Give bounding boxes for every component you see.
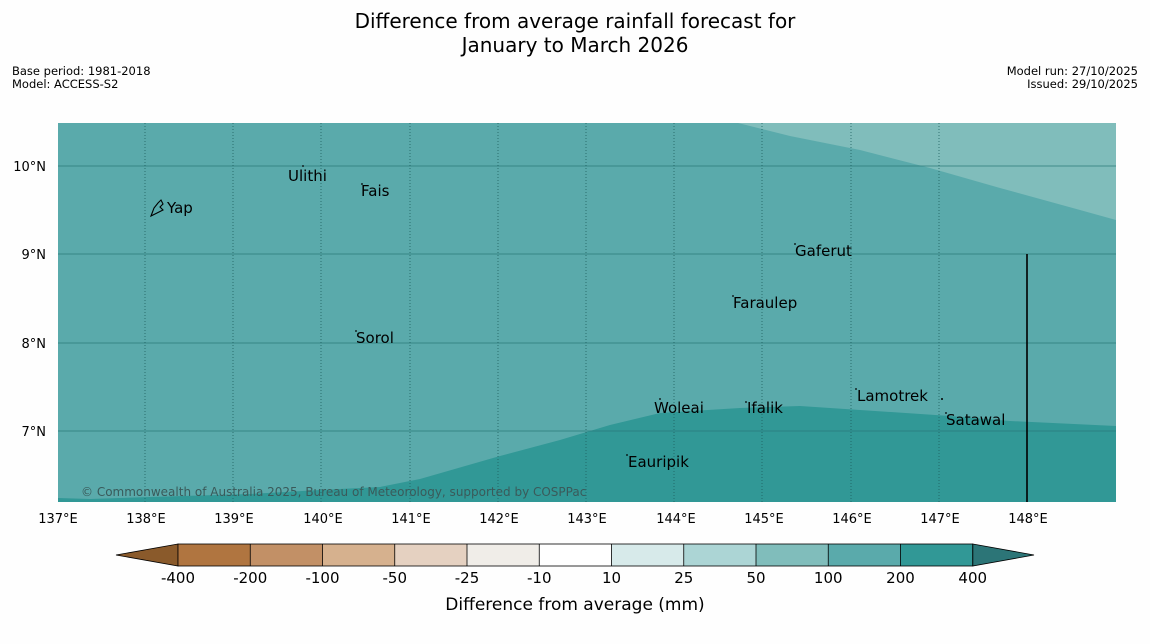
copyright-notice: © Commonwealth of Australia 2025, Bureau… — [81, 485, 586, 499]
place-faraulep: Faraulep — [733, 294, 797, 312]
island-dot-sorol — [355, 330, 357, 332]
lon-label-137e: 137°E — [38, 512, 78, 527]
colorbar-segment-7 — [611, 544, 684, 566]
colorbar-title: Difference from average (mm) — [445, 595, 704, 615]
colorbar-segment-2 — [250, 544, 323, 566]
island-dot-woleai — [659, 398, 661, 400]
colorbar-tick-label: 200 — [886, 569, 915, 587]
colorbar-tick-label: -50 — [383, 569, 408, 587]
yap-island — [149, 199, 164, 218]
colorbar-tick-label: -10 — [527, 569, 552, 587]
issued-date: Issued: 29/10/2025 — [1027, 77, 1138, 91]
lon-label-147e: 147°E — [920, 512, 960, 527]
lat-label-8n: 8°N — [22, 337, 47, 352]
lon-label-141e: 141°E — [391, 512, 431, 527]
colorbar-segment-3 — [322, 544, 395, 566]
place-sorol: Sorol — [356, 329, 394, 347]
lon-label-140e: 140°E — [303, 512, 343, 527]
colorbar-tick-label: 25 — [674, 569, 693, 587]
colorbar-tick-label: -200 — [233, 569, 267, 587]
place-fais: Fais — [361, 182, 390, 200]
island-dot-gaferut — [794, 243, 796, 245]
lon-label-144e: 144°E — [656, 512, 696, 527]
lat-label-7n: 7°N — [22, 425, 47, 440]
island-dot-fais — [361, 183, 363, 185]
colorbar-outline — [177, 543, 974, 567]
place-ifalik: Ifalik — [747, 399, 783, 417]
title-line-2: January to March 2026 — [461, 33, 689, 57]
island-dot-east — [941, 398, 943, 400]
base-period: Base period: 1981-2018 — [12, 64, 151, 78]
island-dots — [302, 165, 947, 456]
place-woleai: Woleai — [654, 399, 704, 417]
colorbar-tick-label: 400 — [958, 569, 987, 587]
colorbar-segment-10 — [828, 544, 901, 566]
lon-label-146e: 146°E — [832, 512, 872, 527]
place-yap: Yap — [166, 199, 193, 217]
place-satawal: Satawal — [946, 411, 1005, 429]
colorbar-dividers — [249, 544, 901, 566]
colorbar-segment-6 — [539, 544, 612, 566]
colorbar-segment-8 — [683, 544, 756, 566]
lon-label-142e: 142°E — [479, 512, 519, 527]
island-dot-ulithi — [302, 165, 304, 167]
island-dot-eauripik — [626, 454, 628, 456]
lat-label-10n: 10°N — [13, 160, 46, 175]
place-eauripik: Eauripik — [628, 453, 689, 471]
colorbar-tick-label: 50 — [746, 569, 765, 587]
colorbar-tick-label: 100 — [814, 569, 843, 587]
map-title: Difference from average rainfall forecas… — [0, 9, 1150, 57]
place-ulithi: Ulithi — [288, 167, 327, 185]
place-lamotrek: Lamotrek — [857, 387, 928, 405]
region-200-400 — [58, 406, 1116, 502]
colorbar-segment-9 — [756, 544, 829, 566]
title-line-1: Difference from average rainfall forecas… — [354, 9, 796, 33]
lon-label-139e: 139°E — [214, 512, 254, 527]
colorbar-tick-label: 10 — [602, 569, 621, 587]
colorbar-extend-low — [115, 543, 179, 567]
island-dot-lamotrek — [855, 388, 857, 390]
colorbar-tick-label: -25 — [455, 569, 480, 587]
lat-label-9n: 9°N — [22, 248, 47, 263]
lon-label-143e: 143°E — [567, 512, 607, 527]
colorbar-segment-4 — [394, 544, 467, 566]
colorbar-segment-1 — [178, 544, 251, 566]
island-dot-faraulep — [732, 295, 734, 297]
model-name: Model: ACCESS-S2 — [12, 77, 119, 91]
island-dot-ifalik — [745, 401, 747, 403]
region-50-100 — [738, 123, 1116, 220]
meta-left: Base period: 1981-2018 Model: ACCESS-S2 — [12, 65, 151, 91]
colorbar-segment-11 — [900, 544, 973, 566]
lon-label-145e: 145°E — [744, 512, 784, 527]
lon-label-148e: 148°E — [1008, 512, 1048, 527]
colorbar-extend-high — [972, 543, 1035, 567]
colorbar: -400 -200 -100 -50 -25 -10 10 25 50 100 … — [115, 543, 1035, 615]
island-dot-satawal — [945, 412, 947, 414]
colorbar-tick-label: -400 — [161, 569, 195, 587]
lat-gridlines — [58, 165, 1116, 432]
colorbar-tick-label: -100 — [305, 569, 339, 587]
model-run: Model run: 27/10/2025 — [1006, 64, 1138, 78]
lon-label-138e: 138°E — [126, 512, 166, 527]
colorbar-segment-5 — [467, 544, 540, 566]
place-gaferut: Gaferut — [795, 242, 852, 260]
lon-gridlines — [144, 123, 940, 502]
meta-right: Model run: 27/10/2025 Issued: 29/10/2025 — [1007, 65, 1138, 91]
